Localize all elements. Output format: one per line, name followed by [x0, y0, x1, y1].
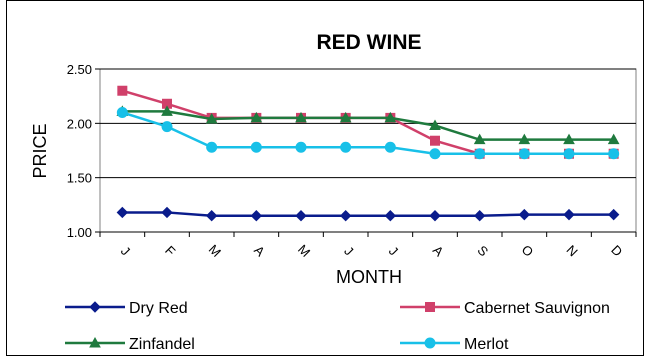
data-point-dry-red [473, 209, 486, 222]
data-point-merlot [518, 148, 530, 160]
data-point-zinfandel [384, 111, 397, 123]
data-point-zinfandel [563, 133, 575, 145]
data-point-dry-red [339, 209, 352, 222]
data-point-cabernet-sauvignon [117, 85, 128, 96]
data-point-dry-red [384, 209, 397, 222]
data-point-merlot [384, 141, 396, 153]
data-point-merlot [161, 121, 173, 133]
data-point-zinfandel [205, 112, 218, 124]
chart-title: RED WINE [317, 31, 422, 54]
plot-frame [99, 68, 637, 233]
data-point-merlot [295, 141, 307, 153]
legend-label-cabernet-sauvignon: Cabernet Sauvignon [464, 300, 610, 317]
data-point-zinfandel [295, 111, 307, 123]
data-point-merlot [474, 148, 486, 160]
legend-marker-merlot [424, 337, 436, 349]
x-axis-title: MONTH [336, 267, 402, 287]
data-point-dry-red [518, 208, 531, 221]
legend-label-dry-red: Dry Red [129, 300, 188, 317]
plot-area [99, 68, 637, 233]
data-point-merlot [563, 148, 575, 160]
y-tick-label: 1.00 [67, 225, 92, 240]
data-point-merlot [116, 106, 128, 118]
data-point-merlot [608, 148, 620, 160]
data-point-dry-red [563, 208, 575, 221]
legend-marker-cabernet-sauvignon [425, 302, 435, 312]
data-point-dry-red [205, 209, 218, 222]
data-point-zinfandel [518, 133, 531, 145]
legend: Dry Red Cabernet Sauvignon Zinfandel Merlot [65, 300, 610, 353]
data-point-dry-red [429, 209, 441, 222]
data-point-merlot [340, 141, 352, 153]
data-point-zinfandel [161, 105, 173, 116]
y-tick-label: 1.50 [67, 171, 92, 186]
y-axis-ticks: 1.00 1.50 2.00 2.50 [67, 62, 100, 240]
data-point-merlot [250, 141, 262, 153]
y-tick-label: 2.50 [67, 62, 92, 77]
data-point-zinfandel [429, 119, 441, 131]
y-tick-label: 2.00 [67, 116, 92, 131]
data-point-merlot [206, 141, 218, 153]
series-line-zinfandel [122, 110, 614, 141]
data-point-dry-red [116, 206, 129, 219]
data-point-dry-red [250, 209, 263, 222]
legend-label-merlot: Merlot [464, 336, 509, 353]
data-point-dry-red [161, 206, 173, 219]
legend-label-zinfandel: Zinfandel [129, 336, 195, 353]
data-point-zinfandel [339, 111, 352, 123]
data-point-merlot [429, 148, 441, 160]
data-point-zinfandel [607, 133, 620, 145]
data-point-cabernet-sauvignon [430, 135, 440, 146]
data-point-dry-red [295, 209, 307, 222]
data-point-zinfandel [473, 133, 486, 145]
series-line-merlot [121, 111, 614, 156]
legend-marker-zinfandel [89, 336, 101, 348]
legend-marker-dry-red [89, 301, 101, 313]
data-point-dry-red [607, 208, 620, 221]
series-line-dry-red [122, 211, 614, 217]
data-point-zinfandel [250, 111, 263, 123]
y-axis-title: PRICE [30, 123, 50, 178]
